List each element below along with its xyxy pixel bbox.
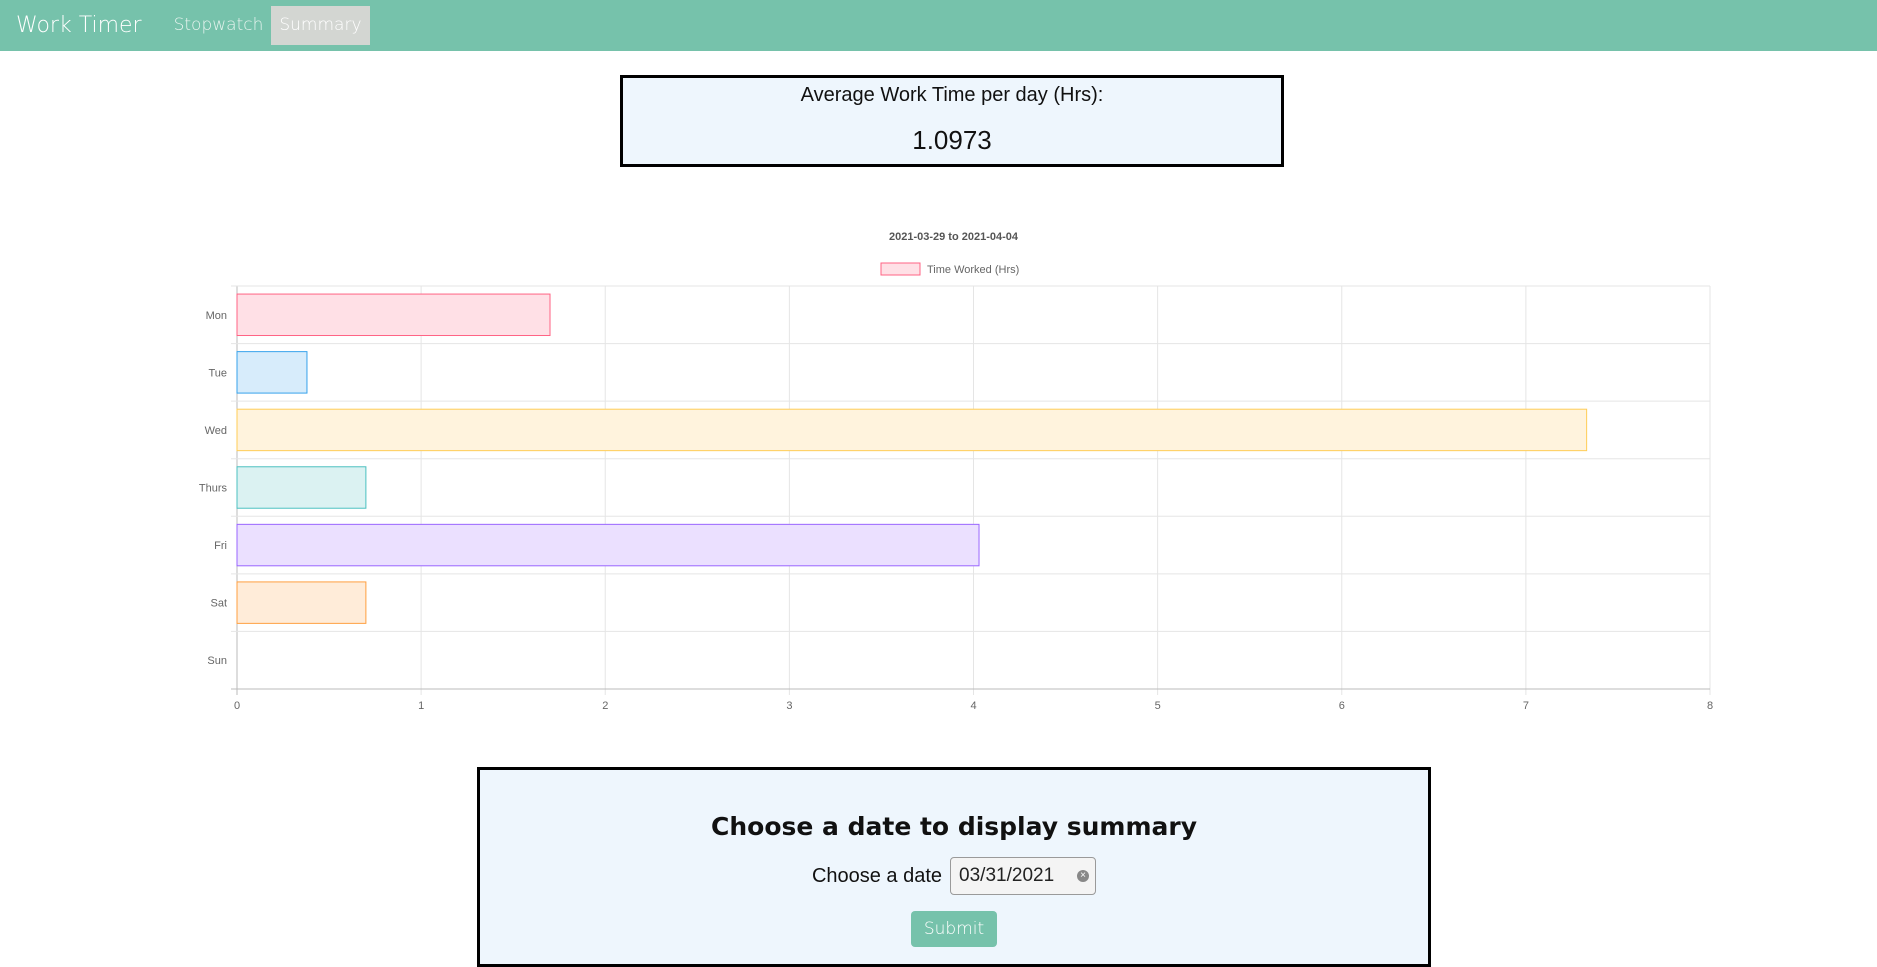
- brand-link[interactable]: Work Timer: [16, 13, 142, 38]
- x-tick-label: 1: [418, 700, 424, 712]
- date-label: Choose a date: [811, 864, 943, 887]
- y-tick-label: Fri: [214, 540, 227, 552]
- x-tick-label: 8: [1707, 700, 1713, 712]
- y-tick-label: Wed: [205, 425, 227, 437]
- time-worked-bar-chart: 2021-03-29 to 2021-04-04 Time Worked (Hrs…: [199, 231, 1713, 712]
- nav-link-stopwatch[interactable]: Stopwatch: [173, 15, 264, 35]
- bar: [236, 581, 367, 624]
- x-tick-label: 5: [1155, 700, 1161, 712]
- bar: [236, 408, 1588, 452]
- submit-button[interactable]: Submit: [910, 911, 998, 947]
- bar: [236, 523, 980, 567]
- chart-title: 2021-03-29 to 2021-04-04: [889, 231, 1019, 243]
- legend-swatch: [880, 262, 921, 276]
- bar: [236, 293, 551, 337]
- y-tick-label: Sun: [207, 655, 227, 667]
- y-tick-label: Thurs: [199, 483, 228, 495]
- y-tick-label: Tue: [208, 367, 227, 379]
- x-tick-label: 7: [1523, 700, 1529, 712]
- x-tick-label: 2: [602, 700, 608, 712]
- x-tick-label: 4: [970, 700, 976, 712]
- form-title: Choose a date to display summary: [711, 812, 1197, 841]
- navbar: Work Timer Stopwatch Summary: [0, 0, 1877, 51]
- average-label: Average Work Time per day (Hrs):: [800, 84, 1104, 106]
- x-tick-label: 0: [234, 700, 240, 712]
- date-input[interactable]: 03/31/2021 ×: [950, 857, 1097, 895]
- date-value: 03/31/2021: [959, 865, 1055, 886]
- x-tick-label: 3: [786, 700, 792, 712]
- average-value: 1.0973: [912, 125, 992, 155]
- date-row: Choose a date 03/31/2021 ×: [480, 857, 1428, 895]
- nav-link-summary[interactable]: Summary: [271, 6, 370, 45]
- y-tick-label: Sat: [210, 598, 227, 610]
- bar: [236, 351, 308, 394]
- y-tick-label: Mon: [206, 310, 227, 322]
- x-tick-label: 6: [1339, 700, 1345, 712]
- average-work-time-panel: Average Work Time per day (Hrs): 1.0973: [620, 75, 1284, 167]
- date-summary-form: Choose a date to display summary Choose …: [477, 767, 1431, 967]
- bar: [236, 466, 367, 509]
- clear-icon[interactable]: ×: [1077, 870, 1090, 882]
- legend-label: Time Worked (Hrs): [927, 264, 1019, 276]
